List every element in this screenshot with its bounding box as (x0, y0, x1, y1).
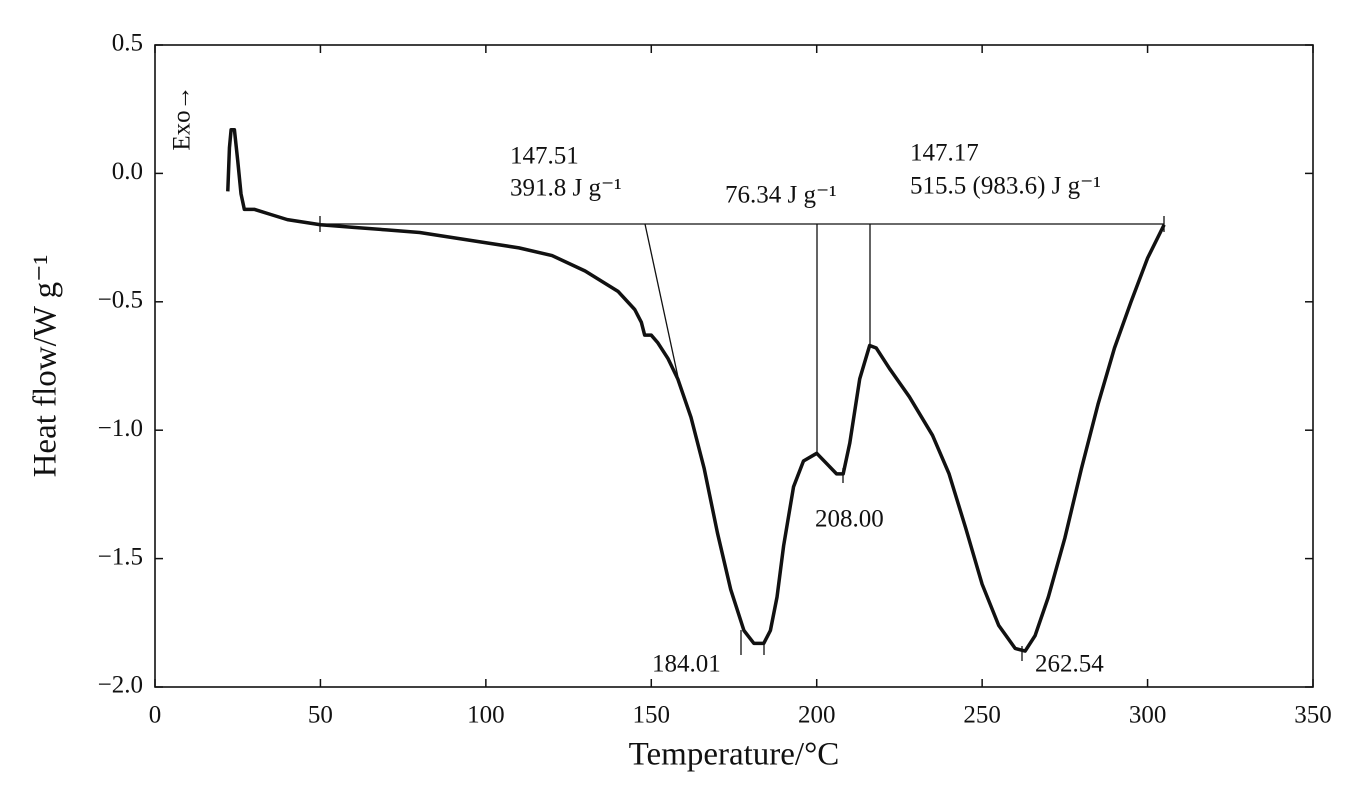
x-tick-label: 300 (1129, 702, 1167, 729)
x-axis-label: Temperature/°C (629, 737, 840, 773)
leader-line (644, 223, 682, 392)
annotation: 391.8 J g⁻¹ (510, 175, 622, 202)
x-tick-label: 200 (798, 702, 836, 729)
y-tick-label: −2.0 (98, 672, 143, 699)
y-tick-label: −1.5 (98, 543, 143, 570)
plot-frame (154, 44, 1314, 688)
annotation: 262.54 (1035, 651, 1104, 678)
x-tick-label: 250 (963, 702, 1001, 729)
y-tick-label: 0.5 (112, 30, 143, 57)
annotation-lines (319, 216, 1165, 661)
x-tick-label: 350 (1294, 702, 1332, 729)
y-tick-label: −0.5 (98, 287, 143, 314)
y-axis-label: Heat flow/W g⁻¹ (28, 255, 64, 478)
x-tick-label: 100 (467, 702, 505, 729)
y-tick-label: −1.0 (98, 415, 143, 442)
annotation: Exo→ (169, 85, 196, 150)
y-tick-label: 0.0 (112, 158, 143, 185)
x-tick-label: 50 (308, 702, 333, 729)
annotation: 76.34 J g⁻¹ (725, 182, 837, 209)
data-line (226, 127, 1166, 653)
annotation: 208.00 (815, 506, 884, 533)
annotation: 184.01 (652, 651, 721, 678)
annotation: 515.5 (983.6) J g⁻¹ (910, 173, 1101, 200)
x-tick-label: 0 (149, 702, 162, 729)
annotation: 147.51 (510, 143, 579, 170)
annotation: 147.17 (910, 140, 979, 167)
x-tick-label: 150 (633, 702, 671, 729)
